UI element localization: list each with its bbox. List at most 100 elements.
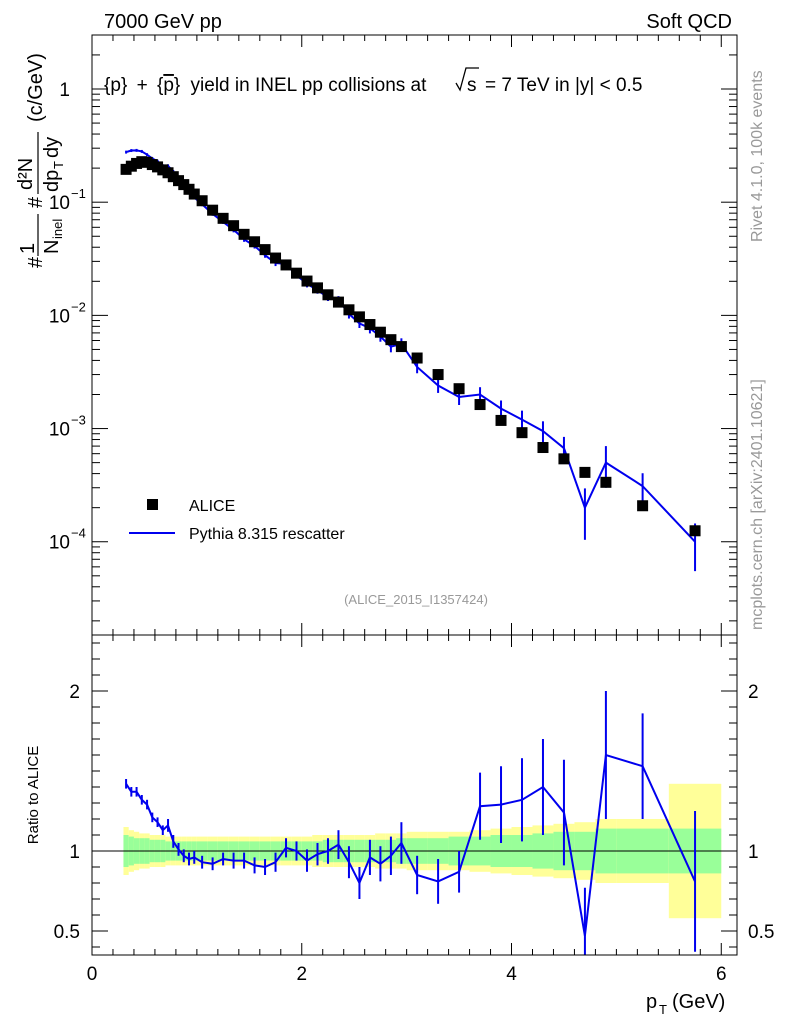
ylabel-hash-2: # [25,196,47,208]
ratio-series-line [125,753,696,936]
main-y-tick-label: 10 [49,420,70,441]
legend-label-alice: ALICE [189,498,235,515]
title-plus: + [137,75,148,96]
ylabel-dpt: dp [41,170,63,192]
data-point [474,399,486,411]
ylabel-one: 1 [17,243,39,254]
ratio-y-tick-label: 0.5 [54,922,80,943]
analysis-watermark: (ALICE_2015_I1357424) [344,592,488,607]
data-point [270,252,282,264]
data-point [453,383,465,395]
legend-marker-alice [147,499,158,510]
main-y-tick-label: 1 [59,80,70,101]
ratio-y-tick-label-right: 1 [748,842,759,863]
data-point [188,188,200,200]
data-point [600,476,612,488]
ylabel-t: T [51,161,66,169]
xlabel-t: T [659,1002,667,1017]
data-point [411,352,423,364]
data-point [322,289,334,301]
main-y-tick-exponent: −1 [71,186,86,201]
mcplots-label: mcplots.cern.ch [arXiv:2401.10621] [749,379,766,630]
main-y-tick-exponent: −4 [71,526,86,541]
main-axis-ticks [91,34,737,635]
data-point [385,334,397,346]
main-y-tick-label: 10 [49,533,70,554]
ylabel-dy: dy [41,137,63,158]
title-p: p [110,75,121,96]
data-point [558,453,570,465]
data-point [516,427,528,439]
header-right: Soft QCD [646,11,732,33]
data-point [689,525,701,537]
main-y-axis-label: # 1 N inel # d²N dp T dy (c/GeV) [15,53,66,268]
x-tick-label: 2 [296,964,307,985]
rivet-version-label: Rivet 4.1.0, 100k events [749,70,766,242]
ratio-plot-panel: 2 2 1 1 0.5 0.5 0 2 4 6 Ratio to ALICE p T (GeV) [25,634,775,1017]
data-point [301,275,313,287]
main-plot-panel: 110−110−210−310−4 {p} + {p} yield in INE… [15,34,738,636]
title-lbrace-2: { [157,75,164,96]
title-s: s [467,75,477,96]
ylabel-inel: inel [50,219,65,239]
data-point [280,259,292,271]
data-point [207,204,219,216]
data-point [332,296,344,308]
ratio-tick-labels: 2 2 1 1 0.5 0.5 0 2 4 6 [54,682,775,985]
data-point [432,369,444,381]
main-y-tick-label: 10 [49,193,70,214]
data-point [343,304,355,316]
title-rbrace-1: } [121,75,127,96]
main-y-tick-exponent: −2 [71,299,86,314]
ratio-y-tick-label: 1 [69,842,80,863]
ratio-y-tick-label: 2 [69,682,80,703]
data-point [311,282,323,294]
title-pbar: p [163,75,174,96]
data-markers [120,156,701,537]
ylabel-d2n: d²N [15,158,37,190]
data-point [637,500,649,512]
header-left: 7000 GeV pp [104,11,222,33]
ylabel-unit: (c/GeV) [25,53,47,122]
ratio-y-tick-label-right: 0.5 [748,922,774,943]
xlabel-unit: (GeV) [672,991,725,1013]
title-lbrace-1: { [104,75,111,96]
ylabel-hash-1: # [25,256,47,268]
main-y-tick-labels: 110−110−210−310−4 [49,80,86,554]
data-point [374,326,386,338]
plot-title: {p} + {p} yield in INEL pp collisions at [104,75,427,96]
data-point [217,212,229,224]
ylabel-n: N [41,240,63,254]
ratio-plot-frame [91,634,738,956]
data-point [579,466,591,478]
title-text: yield in INEL pp collisions at [191,75,428,96]
x-tick-label: 6 [716,964,727,985]
x-tick-label: 4 [506,964,517,985]
data-point [228,220,240,232]
data-point [259,244,271,256]
main-y-tick-exponent: −3 [71,413,86,428]
data-point [364,319,376,331]
ratio-y-axis-label: Ratio to ALICE [25,746,42,844]
main-plot-frame [91,34,738,636]
x-tick-label: 0 [87,964,98,985]
data-point [395,341,407,353]
x-axis-label: p T (GeV) [646,991,725,1017]
data-point [537,442,549,454]
ratio-axis-ticks [91,635,737,955]
main-y-tick-label: 10 [49,306,70,327]
data-point [353,311,365,323]
data-point [291,267,303,279]
data-point [495,414,507,426]
title-energy: = 7 TeV in |y| < 0.5 [485,75,642,96]
data-point [196,195,208,207]
sqrt-symbol [455,67,479,92]
data-point [249,236,261,248]
legend: ALICE Pythia 8.315 rescatter [129,498,345,543]
data-point [238,228,250,240]
ratio-y-tick-label-right: 2 [748,682,759,703]
legend-label-pythia: Pythia 8.315 rescatter [189,526,345,543]
title-rbrace-2: } [174,75,180,96]
xlabel-p: p [646,991,657,1013]
